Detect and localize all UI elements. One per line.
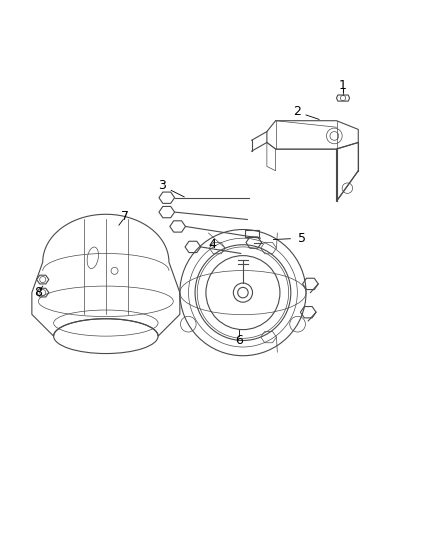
Text: 5: 5 (298, 232, 306, 245)
Text: 6: 6 (235, 334, 243, 347)
Text: 8: 8 (34, 286, 42, 299)
Text: 1: 1 (339, 79, 347, 92)
Text: 7: 7 (121, 210, 129, 223)
Text: 3: 3 (159, 180, 166, 192)
Text: 4: 4 (208, 238, 216, 251)
Text: 2: 2 (293, 106, 301, 118)
